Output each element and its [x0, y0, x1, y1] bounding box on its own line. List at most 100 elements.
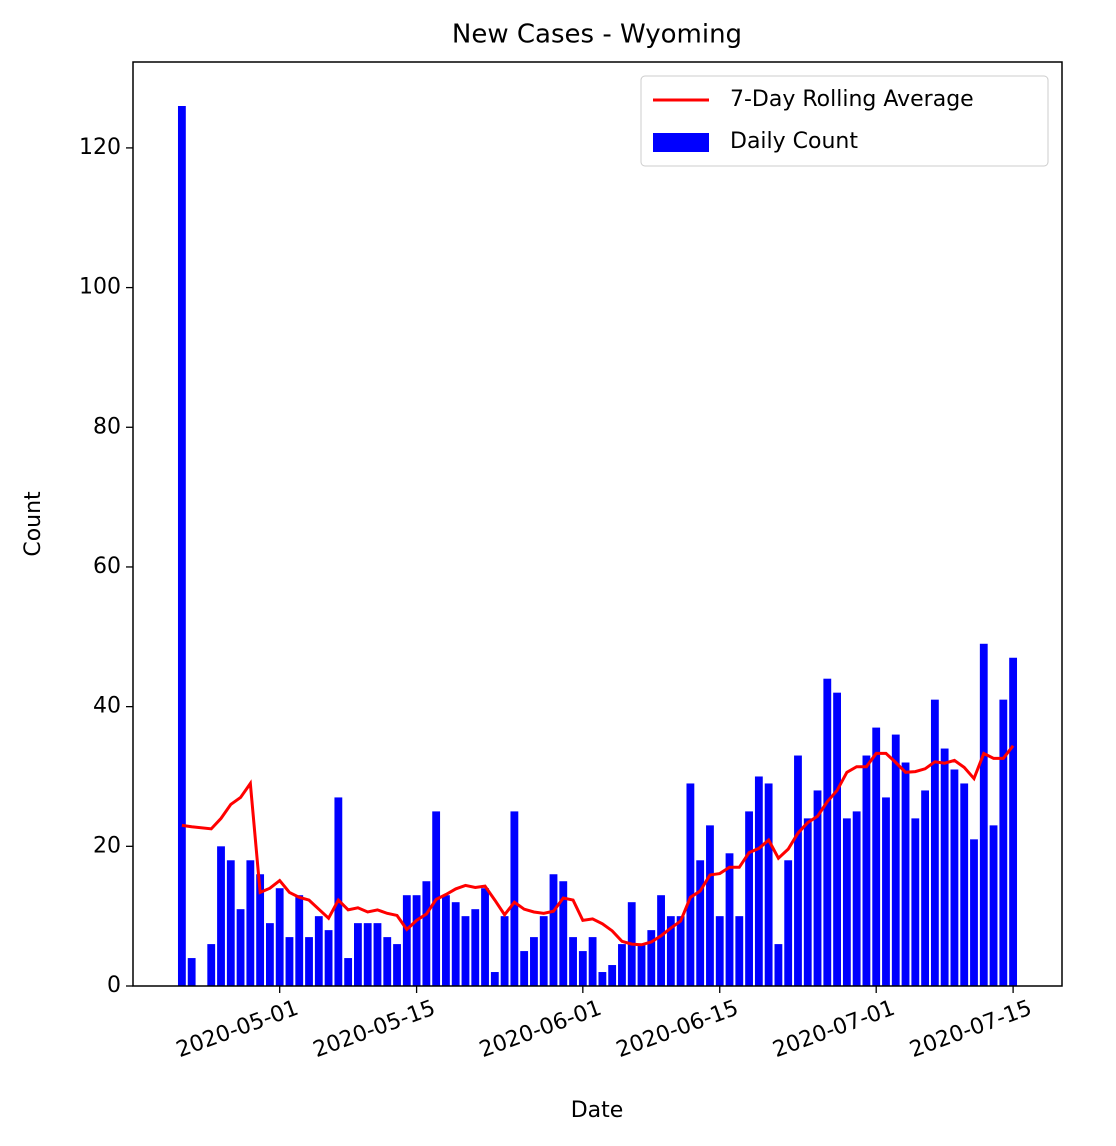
bar — [784, 860, 792, 986]
y-tick-label: 100 — [79, 275, 121, 300]
bar — [266, 923, 274, 986]
bar — [716, 916, 724, 986]
bar — [315, 916, 323, 986]
chart-title: New Cases - Wyoming — [452, 20, 742, 50]
bar — [422, 881, 430, 986]
bar — [960, 783, 968, 986]
bar — [344, 958, 352, 986]
bar — [207, 944, 215, 986]
bar — [246, 860, 254, 986]
bar — [510, 811, 518, 986]
bar — [608, 965, 616, 986]
bar — [921, 790, 929, 986]
bar — [540, 916, 548, 986]
bar — [217, 846, 225, 986]
bar — [853, 811, 861, 986]
plot-area — [178, 106, 1017, 986]
bar — [686, 783, 694, 986]
bar — [1009, 658, 1017, 986]
bar — [413, 895, 421, 986]
bar — [442, 895, 450, 986]
bar — [696, 860, 704, 986]
bar — [980, 644, 988, 986]
bar — [305, 937, 313, 986]
bar — [403, 895, 411, 986]
bar — [657, 895, 665, 986]
bar — [618, 944, 626, 986]
bar — [951, 769, 959, 986]
bar — [276, 888, 284, 986]
bar — [569, 937, 577, 986]
bar — [286, 937, 294, 986]
x-tick-label: 2020-05-15 — [310, 996, 439, 1063]
bar — [227, 860, 235, 986]
bar — [383, 937, 391, 986]
x-tick-label: 2020-05-01 — [173, 996, 302, 1063]
legend: 7-Day Rolling Average Daily Count — [641, 76, 1048, 166]
y-axis-label: Count — [21, 491, 46, 557]
legend-label: 7-Day Rolling Average — [730, 87, 974, 112]
x-tick-label: 2020-06-01 — [476, 996, 605, 1063]
bar — [589, 937, 597, 986]
y-tick-label: 60 — [93, 554, 121, 579]
bar — [863, 756, 871, 986]
bar — [823, 679, 831, 986]
bar — [911, 818, 919, 986]
x-tick-label: 2020-07-15 — [907, 996, 1036, 1063]
bar — [295, 895, 303, 986]
bar — [374, 923, 382, 986]
y-tick-label: 80 — [93, 414, 121, 439]
bar — [598, 972, 606, 986]
bar — [970, 839, 978, 986]
bar — [579, 951, 587, 986]
bar — [706, 825, 714, 986]
bar — [745, 811, 753, 986]
bar — [677, 916, 685, 986]
bar — [990, 825, 998, 986]
bar — [882, 797, 890, 986]
bar — [462, 916, 470, 986]
legend-label: Daily Count — [730, 129, 858, 154]
bar — [501, 916, 509, 986]
bar — [726, 853, 734, 986]
bar — [471, 909, 479, 986]
x-tick-label: 2020-06-15 — [613, 996, 742, 1063]
bar — [530, 937, 538, 986]
bar — [520, 951, 528, 986]
bar — [765, 783, 773, 986]
y-tick-label: 40 — [93, 694, 121, 719]
bar — [325, 930, 333, 986]
bar — [334, 797, 342, 986]
bar — [833, 693, 841, 986]
bar — [452, 902, 460, 986]
y-tick-label: 20 — [93, 833, 121, 858]
x-axis-label: Date — [571, 1098, 624, 1123]
bar — [550, 874, 558, 986]
bar — [999, 700, 1007, 986]
bar — [638, 944, 646, 986]
bar — [843, 818, 851, 986]
bar — [178, 106, 186, 986]
bar — [237, 909, 245, 986]
bar — [941, 749, 949, 986]
bar — [491, 972, 499, 986]
y-tick-label: 120 — [79, 135, 121, 160]
bar — [804, 818, 812, 986]
bar — [774, 944, 782, 986]
bar — [794, 756, 802, 986]
bar — [892, 735, 900, 986]
bar — [735, 916, 743, 986]
bar — [364, 923, 372, 986]
bar — [902, 763, 910, 986]
bar — [755, 776, 763, 986]
legend-swatch — [653, 133, 709, 152]
bar — [931, 700, 939, 986]
x-tick-label: 2020-07-01 — [770, 996, 899, 1063]
bar — [872, 728, 880, 986]
bar — [188, 958, 196, 986]
bar — [354, 923, 362, 986]
bar — [393, 944, 401, 986]
y-tick-label: 0 — [107, 973, 121, 998]
bar — [481, 888, 489, 986]
